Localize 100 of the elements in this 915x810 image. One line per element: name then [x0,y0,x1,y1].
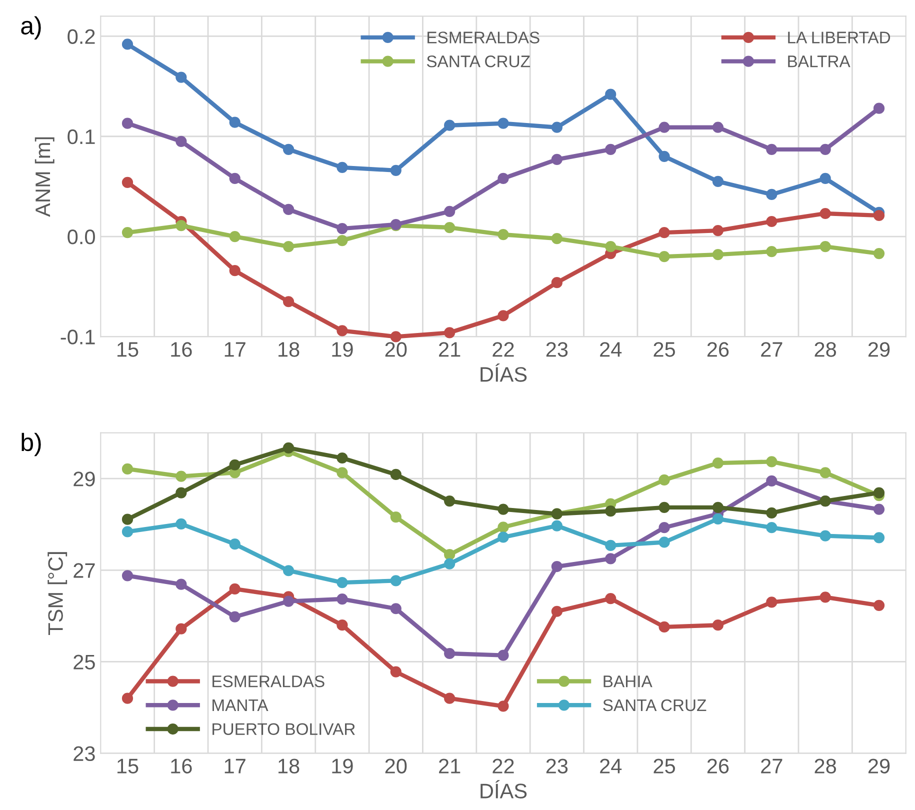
point [176,623,187,634]
point [336,325,348,336]
x-tick-label: 23 [546,758,568,774]
x-tick-label: 16 [171,342,192,357]
point [551,560,562,572]
point [282,240,294,252]
x-tick-label: 28 [814,342,836,357]
x-tick-label: 20 [385,758,407,774]
point [551,606,562,617]
point [605,593,616,604]
point [122,526,134,538]
point [605,144,616,155]
legend-label: ESMERALDAS [428,32,540,44]
point [712,620,724,631]
legend-label: BALTRA [788,56,850,68]
point [820,144,831,155]
y-axis-title: TSM [°C] [48,552,68,635]
point [282,204,294,216]
x-tick-label: 23 [546,342,568,357]
point [605,553,616,564]
point [820,592,831,603]
x-tick-label: 22 [492,342,514,357]
x-axis-title: DÍAS [480,364,527,382]
point [282,442,294,454]
point [766,596,778,608]
x-tick-label: 25 [654,758,676,774]
point [820,172,831,184]
point [444,692,456,704]
x-tick-label: 19 [332,758,353,774]
point [176,136,187,147]
point [336,593,348,605]
point [444,495,456,507]
point [229,459,240,470]
point [498,522,509,533]
chart-title: a) [21,16,41,40]
point [551,122,562,133]
point [390,331,402,342]
y-tick-label: 25 [74,654,95,670]
point [498,228,509,240]
y-tick-label: 29 [74,472,95,486]
point [873,504,885,515]
point [658,536,670,548]
x-tick-label: 26 [707,758,729,774]
point [122,514,134,525]
point [820,530,831,542]
point [498,172,509,184]
point [229,116,240,128]
point [498,650,509,661]
point [658,226,670,238]
point [766,144,778,155]
point [336,467,348,478]
point [873,248,885,260]
point [176,518,187,530]
point [551,154,562,165]
x-tick-label: 19 [332,342,353,357]
point [444,222,456,234]
point [605,240,616,252]
point [766,216,778,228]
point [336,222,348,234]
y-tick-label: 23 [74,746,95,762]
point [444,206,456,218]
point [712,224,724,236]
x-tick-label: 27 [761,758,782,774]
point [498,532,509,543]
x-tick-label: 26 [707,342,729,357]
point [122,692,134,704]
point [712,513,724,524]
x-tick-label: 27 [761,342,782,357]
x-tick-label: 21 [439,758,460,774]
x-tick-label: 18 [278,342,300,357]
point [820,240,831,252]
point [122,118,134,129]
y-tick-label: 0.2 [68,29,95,44]
point [229,265,240,276]
x-tick-label: 20 [385,342,407,357]
x-tick-label: 18 [278,758,300,774]
y-tick-label: 27 [74,563,95,578]
point [336,234,348,246]
point [873,487,885,498]
x-tick-label: 28 [814,758,836,774]
point [122,226,134,238]
point [229,583,240,594]
x-axis-title: DÍAS [480,780,527,798]
point [658,122,670,133]
point [873,102,885,114]
point [551,232,562,244]
x-tick-label: 25 [654,342,676,357]
legend-label: LA LIBERTAD [788,32,890,44]
point [444,327,456,338]
point [712,502,724,514]
x-tick-label: 17 [224,342,246,357]
x-tick-label: 15 [117,342,138,357]
point [658,474,670,486]
point [820,467,831,478]
legend-label: MANTA [212,700,268,711]
point [176,470,187,482]
point [390,512,402,523]
point [766,456,778,468]
point [282,296,294,308]
point [498,118,509,129]
